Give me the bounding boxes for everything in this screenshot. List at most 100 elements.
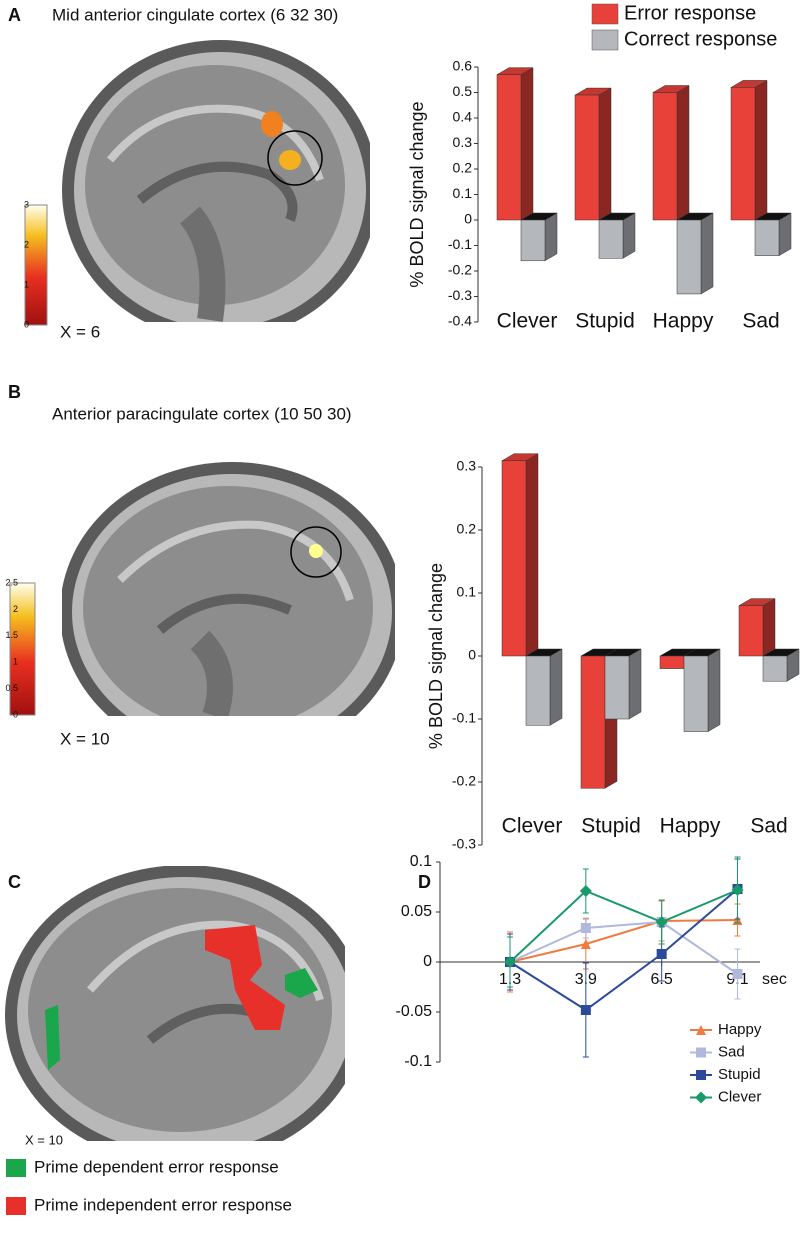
y-tick-label: -0.1 <box>404 1053 432 1070</box>
bar <box>574 94 600 221</box>
bar <box>580 655 606 789</box>
bar <box>683 655 709 732</box>
y-axis-label: % BOLD signal change <box>426 563 446 749</box>
marker <box>695 1091 707 1104</box>
bar <box>659 655 685 669</box>
marker <box>655 916 668 928</box>
brain-image <box>62 40 370 322</box>
marker <box>656 949 667 959</box>
y-tick-label: 0.1 <box>410 853 432 870</box>
y-tick-label: 0.2 <box>453 160 473 176</box>
panel-label: C <box>8 872 21 892</box>
bar-side <box>598 87 612 221</box>
legend-label: Stupid <box>718 1066 761 1083</box>
y-tick-label: -0.4 <box>448 313 472 329</box>
bar-side <box>754 79 768 221</box>
legend-swatch <box>6 1197 26 1215</box>
bar <box>676 219 702 295</box>
series-line <box>509 888 739 1012</box>
colorbar-tick-label: 2.5 <box>5 577 18 587</box>
colorbar-tick-label: 0 <box>13 709 18 719</box>
panel-label: B <box>8 382 21 402</box>
x-tick-label: Stupid <box>581 815 641 838</box>
bar <box>501 460 527 657</box>
legend-label: Sad <box>718 1043 745 1060</box>
y-tick-label: 0.2 <box>457 521 477 537</box>
bar <box>520 219 546 262</box>
colorbar-tick-label: 2 <box>13 604 18 614</box>
marker <box>696 1047 706 1058</box>
bar-side <box>762 598 776 657</box>
marker <box>696 1025 706 1035</box>
brain-image <box>5 866 345 1141</box>
bar-side <box>676 85 690 221</box>
slice-label: X = 10 <box>60 729 110 748</box>
bar <box>738 605 764 657</box>
x-tick-label: Clever <box>502 815 563 838</box>
legend-label: Error response <box>624 2 756 24</box>
bar-side <box>628 648 642 720</box>
bar-side <box>544 212 558 262</box>
colorbar-tick-label: 1 <box>13 657 18 667</box>
panel-label: A <box>8 5 21 25</box>
y-tick-label: -0.3 <box>448 287 472 303</box>
bar <box>754 219 780 256</box>
colorbar-tick-label: 1.5 <box>5 630 18 640</box>
y-axis-label: % BOLD signal change <box>407 101 427 287</box>
y-tick-label: 0 <box>464 211 472 227</box>
legend-label: Prime dependent error response <box>34 1157 279 1176</box>
y-tick-label: 0 <box>423 953 432 970</box>
legend-label: Correct response <box>624 28 777 50</box>
bar <box>525 655 551 726</box>
colorbar <box>24 204 48 326</box>
bar <box>652 92 678 221</box>
x-tick-label: Happy <box>653 310 714 333</box>
bar <box>762 655 788 682</box>
panel-label: D <box>418 872 431 892</box>
x-tick-label: Happy <box>660 815 721 838</box>
colorbar-tick-label: 0 <box>24 319 29 329</box>
legend-label: Clever <box>718 1088 761 1105</box>
bar-side <box>778 212 792 257</box>
colorbar-tick-label: 1 <box>24 279 29 289</box>
slice-label: X = 10 <box>25 1132 63 1147</box>
brain-image <box>62 462 395 716</box>
colorbar-tick-label: 0.5 <box>5 683 18 693</box>
legend-swatch <box>591 3 619 25</box>
y-tick-label: -0.05 <box>396 1003 433 1020</box>
bar <box>730 87 756 221</box>
series-line <box>509 919 738 963</box>
marker <box>579 885 592 897</box>
x-tick-label: Sad <box>750 815 787 838</box>
y-tick-label: -0.1 <box>448 236 472 252</box>
bar-side <box>520 67 534 221</box>
y-tick-label: -0.2 <box>452 773 476 789</box>
bar <box>598 219 624 259</box>
bar-side <box>549 648 563 726</box>
x-tick-label: Sad <box>742 310 779 333</box>
bar <box>496 74 522 221</box>
y-tick-label: 0.4 <box>453 109 473 125</box>
panel-title: Anterior paracingulate cortex (10 50 30) <box>52 404 352 423</box>
marker <box>504 956 516 968</box>
legend-swatch <box>591 29 619 51</box>
panel-title: Mid anterior cingulate cortex (6 32 30) <box>52 5 338 24</box>
colorbar-tick-label: 2 <box>24 239 29 249</box>
y-tick-label: 0.3 <box>457 458 477 474</box>
bar-side <box>622 212 636 259</box>
y-tick-label: -0.2 <box>448 262 472 278</box>
y-tick-label: 0.6 <box>453 58 473 74</box>
colorbar <box>9 582 36 716</box>
bar-side <box>525 453 539 657</box>
slice-label: X = 6 <box>60 322 100 341</box>
y-tick-label: 0 <box>468 647 476 663</box>
y-tick-label: 0.1 <box>453 185 473 201</box>
x-tick-label: Clever <box>497 310 558 333</box>
marker <box>580 939 591 949</box>
marker <box>732 969 743 979</box>
x-tick-label: Stupid <box>575 310 635 333</box>
legend-label: Prime independent error response <box>34 1195 292 1214</box>
series-line <box>509 889 738 963</box>
marker <box>731 884 744 896</box>
